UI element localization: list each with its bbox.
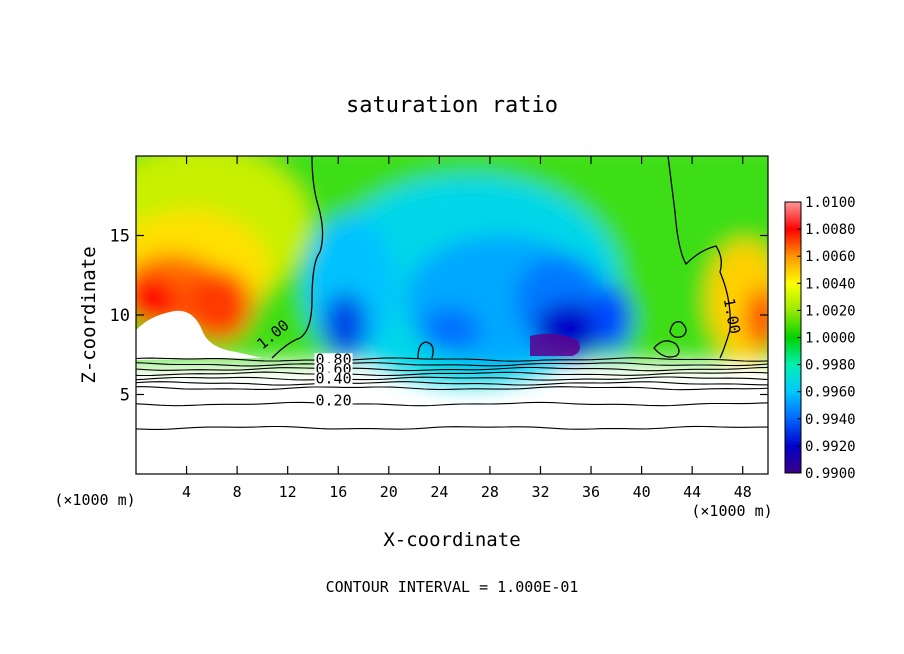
y-tick-label: 15 <box>110 227 130 247</box>
colorbar-segment <box>785 256 801 284</box>
contour-label: 0.20 <box>314 392 353 410</box>
colorbar-segment <box>785 445 801 474</box>
x-tick-label: 24 <box>430 483 448 501</box>
x-tick-label: 12 <box>279 483 297 501</box>
colorbar-label: 0.9900 <box>805 466 856 482</box>
colorbar-segment <box>785 418 801 447</box>
colorbar-segment <box>785 364 801 393</box>
contour-label-text: 1.00 <box>720 297 744 336</box>
contour-line <box>136 357 768 362</box>
x-tick-label: 32 <box>531 483 549 501</box>
x-tick-label: 16 <box>329 483 347 501</box>
contour-line <box>136 425 768 430</box>
contour-label-bg <box>314 372 353 386</box>
colorbar-label: 1.0060 <box>805 249 856 265</box>
y-tick-label: 5 <box>120 386 130 406</box>
contour-label: 0.40 <box>314 369 353 387</box>
colorbar-label: 1.0100 <box>805 195 856 211</box>
colorbar-segment <box>785 202 801 230</box>
white-saturated-region <box>136 310 262 360</box>
y-tick-label: 10 <box>110 306 130 326</box>
x-tick-label: 36 <box>582 483 600 501</box>
x-tick-label: 48 <box>734 483 752 501</box>
colorbar-segment <box>785 310 801 338</box>
colorbar-label: 0.9980 <box>805 358 856 374</box>
contour-line <box>136 371 768 377</box>
contour-label-bg <box>314 394 353 408</box>
minimum-band <box>530 333 580 356</box>
colorbar-label: 0.9940 <box>805 412 856 428</box>
colorbar-label: 1.0040 <box>805 276 856 292</box>
x-tick-label: 40 <box>633 483 651 501</box>
colorbar-segment <box>785 337 801 366</box>
colorbar-label: 0.9960 <box>805 385 856 401</box>
colorbar: 0.9900 0.9920 0.9940 0.9960 0.9980 1.0000 1.00… <box>784 195 856 482</box>
contour-line <box>136 401 768 407</box>
contour-line <box>136 381 768 386</box>
colorbar-segment <box>785 391 801 420</box>
x-tick-label: 28 <box>481 483 499 501</box>
colorbar-label: 0.9920 <box>805 439 856 455</box>
x-tick-label: 44 <box>683 483 701 501</box>
plot-area <box>136 156 768 474</box>
saturation-field <box>136 156 768 385</box>
x-tick-label: 20 <box>380 483 398 501</box>
contour-interval-footer: CONTOUR INTERVAL = 1.000E-01 <box>326 578 579 596</box>
x-tick-label: 4 <box>182 483 191 501</box>
contour-label: 1.00 <box>720 297 744 336</box>
x-unit-label-right: (×1000 m) <box>691 502 772 520</box>
contour-lines-field <box>271 156 731 359</box>
x-unit-label-left: (×1000 m) <box>54 491 135 509</box>
contour-line <box>136 376 768 381</box>
colorbar-segment <box>785 283 801 311</box>
contour-line <box>136 362 768 367</box>
x-axis-label: X-coordinate <box>383 529 520 551</box>
contour-line <box>136 366 768 372</box>
contour-lines-lower <box>136 357 768 430</box>
chart-title: saturation ratio <box>346 93 558 118</box>
x-axis: 4 8 12 16 20 24 28 32 36 40 44 48 <box>182 156 752 501</box>
contour-label-text: 0.40 <box>315 369 351 387</box>
x-tick-label: 8 <box>233 483 242 501</box>
y-axis: 5 10 15 <box>110 227 768 406</box>
colorbar-label: 1.0000 <box>805 331 856 347</box>
colorbar-label: 1.0080 <box>805 222 856 238</box>
contour-label-text: 0.20 <box>315 392 351 410</box>
colorbar-segment <box>785 229 801 257</box>
contour-line <box>136 386 768 391</box>
colorbar-label: 1.0020 <box>805 303 856 319</box>
y-axis-label: Z-coordinate <box>78 246 100 383</box>
